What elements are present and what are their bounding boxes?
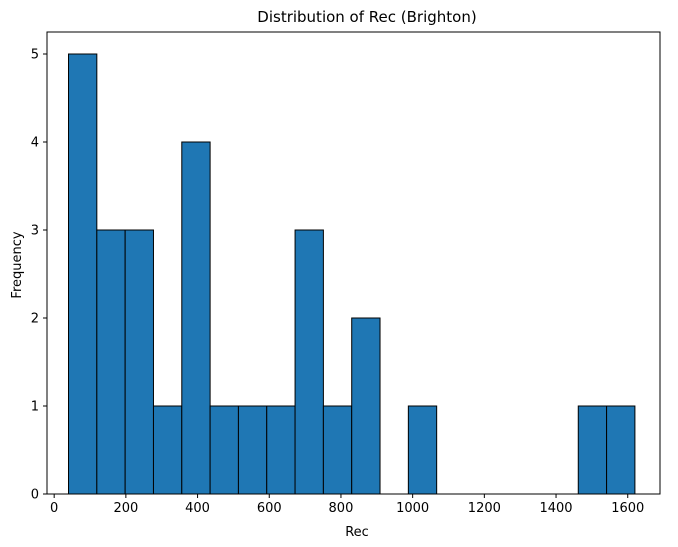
x-axis-label: Rec <box>345 525 369 540</box>
chart-title: Distribution of Rec (Brighton) <box>257 8 476 26</box>
histogram-bar <box>237 405 268 495</box>
histogram-bar <box>68 53 98 495</box>
histogram-bar <box>351 317 381 495</box>
x-tick-label: 1200 <box>468 501 501 516</box>
histogram-bar <box>407 405 438 495</box>
x-tick-label: 0 <box>50 501 58 516</box>
x-tick-label: 1600 <box>611 501 644 516</box>
histogram-bar <box>124 229 154 495</box>
histogram-bar <box>577 405 608 495</box>
x-tick-label: 400 <box>185 501 210 516</box>
y-tick-label: 0 <box>31 488 39 503</box>
y-tick-label: 3 <box>31 224 39 239</box>
histogram-bar <box>322 405 353 495</box>
histogram-bar <box>209 405 239 495</box>
y-axis-label: Frequency <box>10 231 25 298</box>
x-tick-label: 600 <box>257 501 282 516</box>
x-tick-label: 1400 <box>539 501 572 516</box>
plot-frame <box>46 31 661 495</box>
x-tick-label: 200 <box>113 501 138 516</box>
bars-group <box>68 53 636 495</box>
histogram-bar <box>96 229 126 495</box>
y-tick-label: 2 <box>31 312 39 327</box>
plot-area <box>46 31 661 495</box>
y-tick-label: 5 <box>31 48 39 63</box>
histogram-bar <box>294 229 324 495</box>
x-tick-label: 800 <box>329 501 354 516</box>
x-tick-label: 1000 <box>396 501 429 516</box>
histogram-bar <box>606 405 636 495</box>
y-axis: 0 1 2 3 4 5 <box>31 48 47 503</box>
histogram-bar <box>266 405 296 495</box>
y-tick-label: 1 <box>31 400 39 415</box>
y-tick-label: 4 <box>31 136 39 151</box>
histogram-bar <box>152 405 183 495</box>
histogram-bar <box>181 141 211 495</box>
x-axis: 0 200 400 600 800 1000 1200 1400 1600 <box>50 494 644 516</box>
